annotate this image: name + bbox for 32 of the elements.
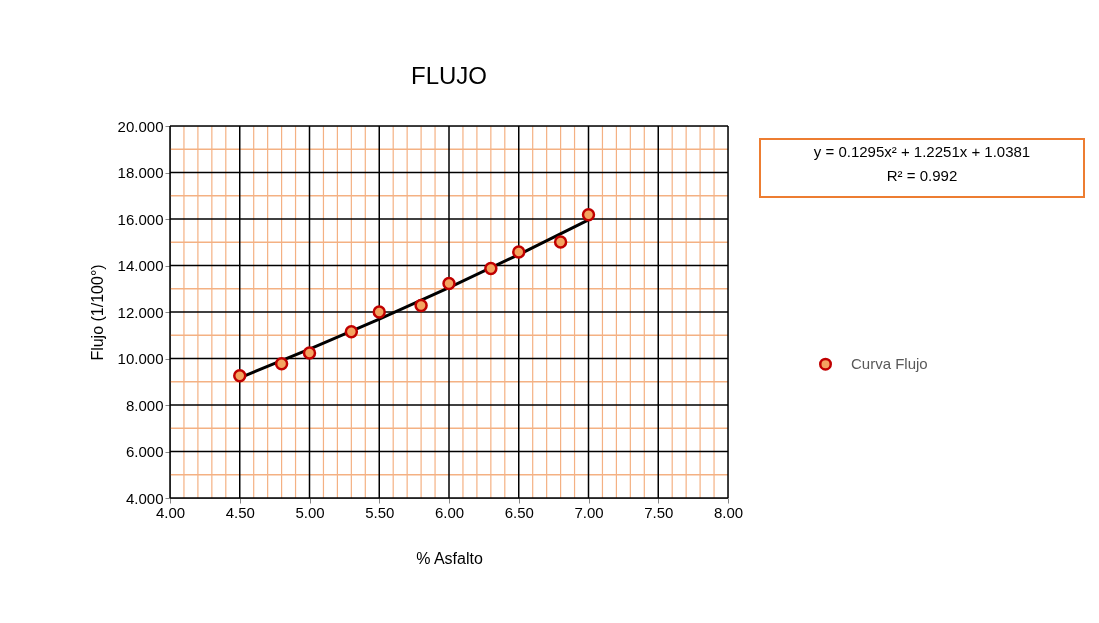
point	[553, 235, 568, 249]
y-tick-label: 20.000	[117, 117, 164, 135]
x-tick-label: 7.50	[644, 503, 674, 521]
x-tick-label: 7.00	[574, 503, 604, 521]
y-axis-title: Flujo (1/100°)	[88, 264, 106, 361]
point	[344, 325, 359, 339]
point	[372, 305, 386, 319]
point	[414, 298, 428, 313]
x-axis-title: % Asfalto	[416, 549, 483, 567]
text: y = 0.1295x² + 1.2251x + 1.0381 R² = 0.992	[813, 143, 1031, 184]
y-tick-label: 18.000	[117, 164, 164, 181]
chart-title: FLUJO	[410, 62, 488, 89]
y-tick-label: 16.000	[117, 210, 164, 228]
x-tick-label: 5.50	[365, 503, 395, 521]
point	[442, 276, 456, 291]
y-tick-label: 12.000	[117, 303, 164, 321]
point	[484, 261, 498, 276]
point	[302, 346, 317, 360]
point	[512, 245, 526, 259]
x-tick-label: 5.00	[295, 503, 325, 521]
x-tick-label: 6.50	[504, 503, 534, 521]
y-tick-label: 10.000	[117, 350, 164, 367]
point	[581, 208, 596, 222]
legend-label: Curva Flujo	[851, 355, 928, 373]
y-tick-label: 14.000	[117, 257, 164, 274]
point	[274, 357, 289, 371]
point	[233, 368, 247, 383]
y-tick-label: 8.000	[125, 396, 164, 414]
y-tick-label: 6.000	[125, 443, 164, 460]
x-tick-label: 6.00	[434, 503, 465, 521]
x-tick-label: 4.50	[225, 503, 255, 521]
x-tick-label: 8.00	[713, 503, 744, 521]
